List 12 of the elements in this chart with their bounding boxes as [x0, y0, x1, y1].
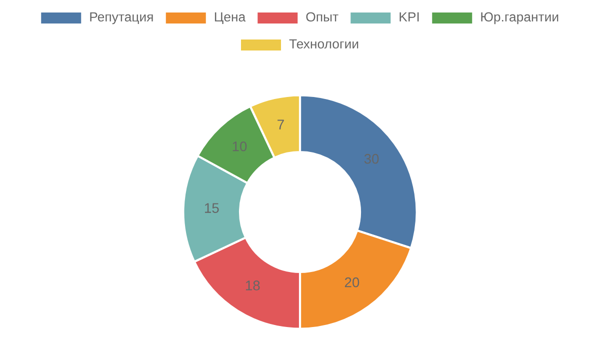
legend-label: Юр.гарантии [481, 12, 558, 24]
legend-label: Репутация [90, 12, 153, 24]
data-label: 18 [246, 280, 260, 290]
legend-label: Цена [214, 12, 246, 24]
legend-label: Опыт [306, 12, 338, 22]
data-label: 10 [232, 141, 247, 152]
data-label: 20 [344, 277, 360, 288]
data-label: 30 [364, 154, 379, 164]
legend-label: KPI [400, 12, 419, 22]
data-label: 15 [204, 203, 219, 213]
data-label: 7 [278, 120, 284, 130]
legend-label: Технологии [289, 39, 358, 49]
